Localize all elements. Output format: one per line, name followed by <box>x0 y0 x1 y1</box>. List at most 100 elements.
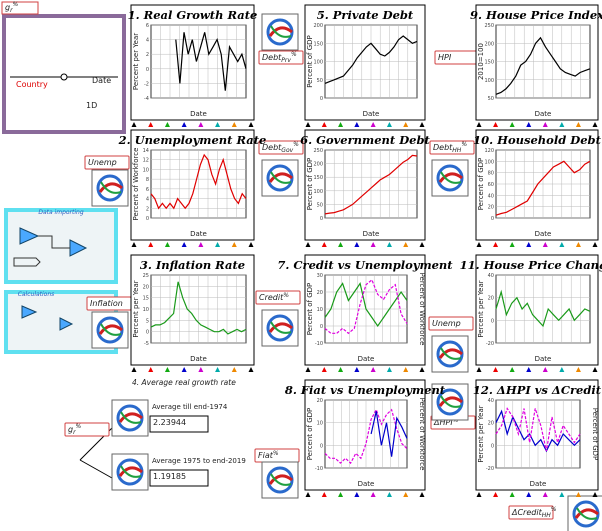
port-marker <box>148 122 154 127</box>
chart-panel[interactable] <box>130 129 255 241</box>
variable-label: gr% <box>5 1 19 14</box>
y-tick-label: 40 <box>488 273 494 279</box>
y-axis-label: 2010=100 <box>477 43 485 80</box>
data-line <box>175 32 247 91</box>
y-tick-label: -20 <box>486 466 494 472</box>
y-tick-label: 20 <box>317 290 323 296</box>
port-marker <box>248 242 254 247</box>
data-line <box>324 154 418 215</box>
port-marker <box>338 242 344 247</box>
data-line <box>324 282 408 328</box>
x-axis-label: Date <box>358 355 375 363</box>
y-tick-label: 0 <box>491 318 494 324</box>
chart-panel[interactable] <box>130 4 255 121</box>
icon-swoosh <box>98 324 123 335</box>
port-marker <box>181 242 187 247</box>
variable-box[interactable] <box>428 316 474 331</box>
label-text: Unemp <box>432 319 461 328</box>
port-marker <box>509 242 515 247</box>
y-tick-label: 0 <box>491 216 494 222</box>
y-tick-label: 20 <box>143 284 149 290</box>
port-marker <box>493 492 499 497</box>
port-marker <box>248 367 254 372</box>
avg-label: Average 1975 to end-2019 <box>152 457 246 465</box>
label-text: ΔHPI <box>433 418 453 427</box>
label-sub: r <box>73 429 76 436</box>
port-marker <box>526 122 532 127</box>
port-marker <box>338 492 344 497</box>
port-marker <box>248 122 254 127</box>
y-tick-label: -20 <box>486 341 494 347</box>
label-sub: HH <box>542 512 552 519</box>
port-marker <box>164 242 170 247</box>
y-tick-label: 80 <box>488 171 494 177</box>
group[interactable] <box>4 208 118 284</box>
port-marker <box>386 492 392 497</box>
y-tick-label: 15 <box>143 296 149 302</box>
data-line <box>495 160 591 216</box>
chart-panel[interactable] <box>475 4 599 121</box>
chart-panel[interactable] <box>304 4 426 121</box>
avg-label: Average till end-1974 <box>152 403 228 411</box>
avg-box <box>149 415 209 433</box>
port-marker <box>181 122 187 127</box>
label-text: HPI <box>438 53 452 62</box>
variable-box[interactable] <box>84 155 130 170</box>
port-marker <box>215 122 221 127</box>
port-marker <box>403 492 409 497</box>
port-marker <box>419 122 425 127</box>
variable-label: Fiat% <box>258 450 279 460</box>
icon-swoosh <box>268 474 293 485</box>
port-marker <box>419 242 425 247</box>
y-tick-label: 10 <box>317 307 323 313</box>
y-tick-label: 2 <box>146 52 149 58</box>
icon-swoosh <box>120 465 142 478</box>
y-tick-label: 12 <box>143 158 149 164</box>
y-tick-label: 50 <box>317 202 323 208</box>
port-marker <box>370 242 376 247</box>
variable-box[interactable] <box>429 140 475 155</box>
icon-swoosh <box>438 396 463 407</box>
variable-box[interactable] <box>64 422 110 437</box>
chart-panel[interactable] <box>130 254 255 366</box>
label-text: g <box>5 3 10 12</box>
data-line <box>150 153 247 210</box>
port-marker <box>215 242 221 247</box>
chart-title: 10. Household Debt <box>473 133 601 147</box>
variable-box[interactable] <box>255 290 301 305</box>
port-marker <box>354 122 360 127</box>
variable-box[interactable] <box>258 50 304 65</box>
port-marker <box>131 242 137 247</box>
y-tick-label: 100 <box>484 159 494 165</box>
icon-swoosh <box>440 171 462 184</box>
y-tick-label: 8 <box>146 177 149 183</box>
icon-swoosh <box>100 323 122 336</box>
port-marker <box>542 122 548 127</box>
y-axis-label: Percent of GDP <box>306 408 314 461</box>
y-tick-label: 150 <box>484 60 494 66</box>
label-text: ΔCredit <box>511 508 543 517</box>
y-tick-label: 100 <box>313 189 323 195</box>
y-tick-label: 250 <box>484 23 494 29</box>
port-marker <box>321 122 327 127</box>
y2-axis-label: Percent of GDP <box>591 408 599 461</box>
y-tick-label: 10 <box>143 167 149 173</box>
variable-box[interactable] <box>508 505 554 520</box>
port-marker <box>198 242 204 247</box>
label-text: Unemp <box>88 158 117 167</box>
y-tick-label: 0 <box>491 443 494 449</box>
label-sup: % <box>293 141 299 148</box>
y-tick-label: 40 <box>488 193 494 199</box>
port-marker <box>476 122 482 127</box>
data-line <box>324 278 408 335</box>
variable-box[interactable] <box>258 140 304 155</box>
label-sup: % <box>461 141 467 148</box>
icon-swoosh <box>268 322 293 333</box>
y-tick-label: 5 <box>146 318 149 324</box>
label-text: Fiat <box>258 451 274 460</box>
y-axis-label: Percent of GDP <box>306 158 314 211</box>
port-marker <box>164 122 170 127</box>
icon-swoosh <box>574 508 599 519</box>
y-tick-label: 4 <box>146 197 149 203</box>
port-marker <box>509 122 515 127</box>
